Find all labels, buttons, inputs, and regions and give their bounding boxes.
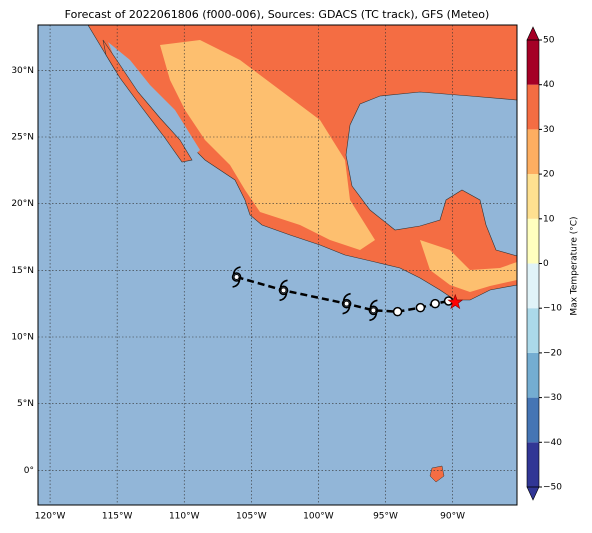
grid <box>38 25 517 505</box>
y-tick-label: 25°N <box>11 133 34 143</box>
colorbar-tick-label: −50 <box>543 483 562 493</box>
land-warm-region-east <box>420 240 517 292</box>
colorbar-band <box>527 442 539 487</box>
hurricane-symbol <box>341 292 352 315</box>
hurricane-center <box>370 307 377 314</box>
baja-peninsula <box>102 39 193 163</box>
colorbar-tick-label: 10 <box>543 214 555 224</box>
colorbar-band <box>527 397 539 443</box>
colorbar-band <box>527 308 539 353</box>
colorbar-extend-bottom <box>526 486 540 501</box>
colorbar-tick-label: 50 <box>543 36 555 46</box>
colorbar-tick-label: 0 <box>543 259 549 269</box>
land <box>87 24 518 483</box>
hurricane-symbol <box>231 266 242 288</box>
colorbar-tick-label: −20 <box>543 348 562 358</box>
y-tick-label: 30°N <box>11 66 34 76</box>
storm-marker <box>430 298 440 309</box>
y-tick-label: 15°N <box>11 266 34 276</box>
colorbar-label: Max Temperature (°C) <box>570 216 580 315</box>
colorbar-band <box>527 174 539 219</box>
colorbar-tick-label: −30 <box>543 393 562 403</box>
hurricane-center <box>343 300 350 307</box>
colorbar-band <box>527 40 539 85</box>
colorbar-band <box>527 263 539 309</box>
colorbar-band <box>527 218 539 264</box>
x-tick-label: 90°W <box>440 512 465 522</box>
storm-marker <box>415 302 426 313</box>
x-tick-label: 110°W <box>169 512 200 522</box>
hurricane-symbol <box>368 299 379 322</box>
y-tick-label: 0° <box>24 466 34 476</box>
x-tick-label: 95°W <box>373 512 398 522</box>
x-tick-label: 120°W <box>35 512 66 522</box>
y-tick-label: 20°N <box>11 199 34 209</box>
current-position-star <box>447 293 464 310</box>
colorbar-band <box>527 129 539 175</box>
land-warm-region <box>160 40 375 250</box>
x-tick-label: 100°W <box>303 512 334 522</box>
colorbar-tick-label: 30 <box>543 125 555 135</box>
colorbar-band <box>527 352 539 398</box>
track <box>231 266 464 322</box>
galapagos <box>429 465 445 483</box>
colorbar-tick-label: 40 <box>543 80 555 90</box>
hurricane-symbol <box>278 279 289 302</box>
gulf-of-california <box>108 42 200 160</box>
map-title: Forecast of 2022061806 (f000-006), Sourc… <box>65 8 490 21</box>
y-tick-label: 10°N <box>11 333 34 343</box>
x-tick-label: 115°W <box>102 512 133 522</box>
colorbar-tick-label: −10 <box>543 304 562 314</box>
y-tick-label: 5°N <box>17 399 34 409</box>
colorbar-extend-top <box>526 26 540 41</box>
hurricane-center <box>233 274 240 280</box>
hurricane-center <box>280 287 287 294</box>
map-frame <box>37 24 518 506</box>
colorbar-band <box>527 84 539 130</box>
colorbar-tick-label: −40 <box>543 438 562 448</box>
colorbar-tick-label: 20 <box>543 170 555 180</box>
x-tick-label: 105°W <box>236 512 267 522</box>
storm-marker <box>392 306 403 317</box>
colorbar: 50 40 30 20 10 0 −10 −20 −30 −40 −50 <box>526 26 562 501</box>
